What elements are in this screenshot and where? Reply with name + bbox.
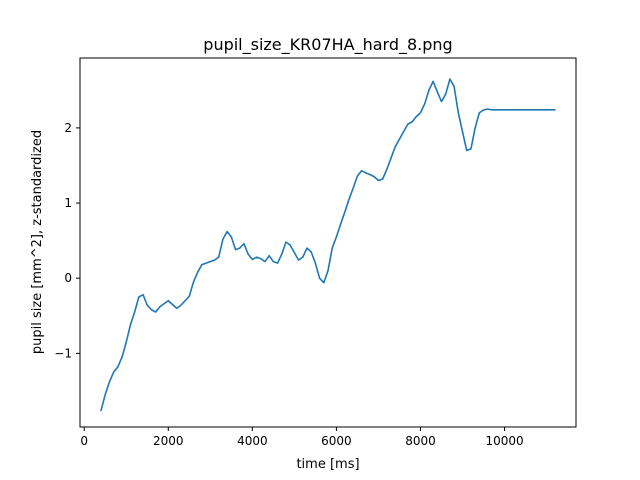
x-tick-label: 8000 bbox=[405, 434, 436, 448]
series-line bbox=[100, 78, 556, 412]
y-tick-label: 0 bbox=[64, 271, 72, 285]
y-axis-ticks: −1 0 1 2 bbox=[54, 121, 80, 360]
x-tick-label: 0 bbox=[80, 434, 88, 448]
chart-title: pupil_size_KR07HA_hard_8.png bbox=[203, 35, 452, 55]
y-tick-label: 1 bbox=[64, 196, 72, 210]
plot-area-frame bbox=[79, 57, 577, 428]
x-tick-label: 2000 bbox=[153, 434, 184, 448]
x-tick-label: 10000 bbox=[485, 434, 523, 448]
y-axis-label: pupil size [mm^2], z-standardized bbox=[30, 130, 45, 354]
y-tick-label: −1 bbox=[54, 346, 72, 360]
x-axis-label: time [ms] bbox=[296, 457, 359, 472]
x-tick-label: 6000 bbox=[321, 434, 352, 448]
x-axis-ticks: 0 2000 4000 6000 8000 10000 bbox=[80, 427, 524, 448]
y-tick-label: 2 bbox=[64, 121, 72, 135]
x-tick-label: 4000 bbox=[237, 434, 268, 448]
